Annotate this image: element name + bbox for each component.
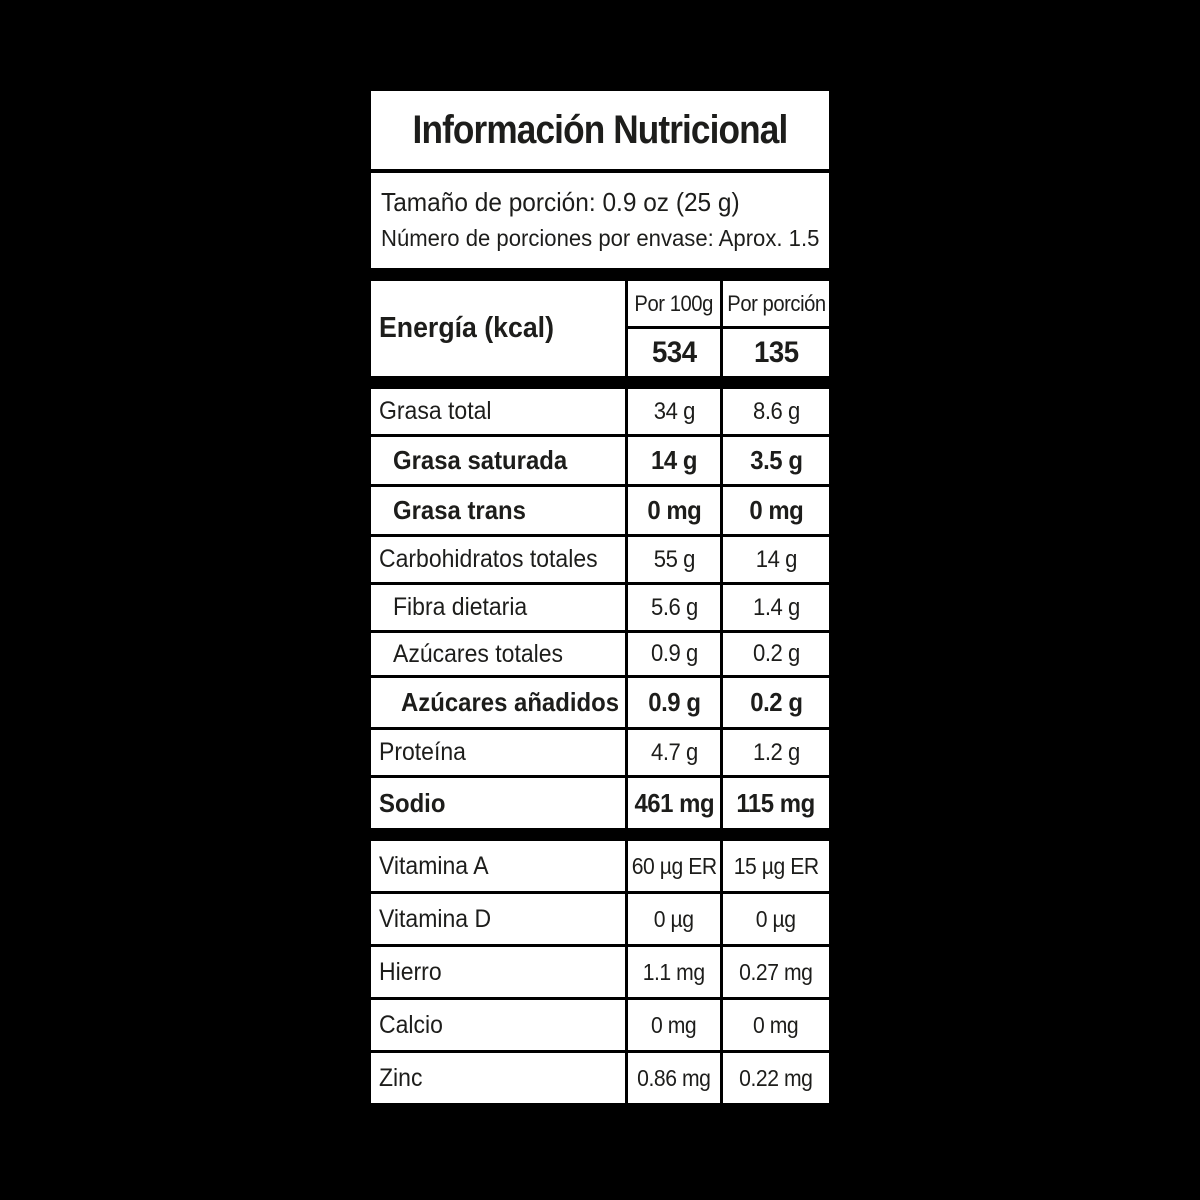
nutrient-value-per-portion: 0.2 g	[723, 678, 829, 727]
nutrient-label: Grasa saturada	[371, 437, 625, 484]
micronutrient-value-per-100g: 0 µg	[628, 894, 720, 944]
serving-size-text: Tamaño de porción: 0.9 oz (25 g)	[381, 187, 740, 217]
micronutrient-label: Hierro	[371, 947, 625, 997]
energy-value-per-100g: 534	[628, 329, 720, 376]
nutrient-label: Carbohidratos totales	[371, 537, 625, 582]
nutrient-value-per-portion: 0.2 g	[723, 633, 829, 675]
nutrient-value-per-100g: 34 g	[628, 389, 720, 434]
nutrient-value-per-100g: 4.7 g	[628, 730, 720, 775]
energy-value-per-portion: 135	[723, 329, 829, 376]
nutrient-label: Azúcares totales	[371, 633, 625, 675]
nutrition-label-title: Información Nutricional	[412, 107, 789, 152]
nutrient-value-per-portion: 3.5 g	[723, 437, 829, 484]
nutrition-label: Información Nutricional Tamaño de porció…	[366, 86, 834, 1108]
nutrient-value-per-100g: 5.6 g	[628, 585, 720, 630]
serving-info-box: Tamaño de porción: 0.9 oz (25 g) Número …	[371, 173, 829, 268]
column-header-per-100g: Por 100g	[628, 281, 720, 326]
micronutrient-value-per-portion: 15 µg ER	[723, 841, 829, 891]
energy-label-cell: Energía (kcal)	[371, 281, 625, 376]
micronutrient-value-per-portion: 0 µg	[723, 894, 829, 944]
nutrient-label: Fibra dietaria	[371, 585, 625, 630]
nutrient-label: Sodio	[371, 778, 625, 828]
micronutrient-label: Zinc	[371, 1053, 625, 1103]
micronutrient-label: Calcio	[371, 1000, 625, 1050]
micronutrient-value-per-100g: 0.86 mg	[628, 1053, 720, 1103]
micronutrient-value-per-100g: 1.1 mg	[628, 947, 720, 997]
nutrient-value-per-100g: 461 mg	[628, 778, 720, 828]
micronutrient-label: Vitamina D	[371, 894, 625, 944]
nutrient-value-per-100g: 55 g	[628, 537, 720, 582]
nutrient-value-per-100g: 0.9 g	[628, 678, 720, 727]
nutrients-section: Grasa total 34 g 8.6 g Grasa saturada 14…	[371, 389, 829, 828]
servings-per-container-text: Número de porciones por envase: Aprox. 1…	[381, 225, 820, 251]
nutrient-value-per-100g: 14 g	[628, 437, 720, 484]
micronutrient-value-per-100g: 60 µg ER	[628, 841, 720, 891]
nutrient-value-per-portion: 0 mg	[723, 487, 829, 534]
micronutrient-value-per-portion: 0.22 mg	[723, 1053, 829, 1103]
micronutrient-value-per-portion: 0 mg	[723, 1000, 829, 1050]
micronutrient-label: Vitamina A	[371, 841, 625, 891]
micronutrient-value-per-portion: 0.27 mg	[723, 947, 829, 997]
energy-section: Energía (kcal) Por 100g Por porción 534 …	[371, 281, 829, 376]
nutrient-value-per-portion: 115 mg	[723, 778, 829, 828]
nutrient-label: Azúcares añadidos	[371, 678, 625, 727]
nutrient-label: Grasa trans	[371, 487, 625, 534]
micronutrient-value-per-100g: 0 mg	[628, 1000, 720, 1050]
nutrition-label-title-box: Información Nutricional	[371, 91, 829, 169]
nutrient-value-per-100g: 0.9 g	[628, 633, 720, 675]
nutrient-label: Grasa total	[371, 389, 625, 434]
micronutrients-section: Vitamina A 60 µg ER 15 µg ER Vitamina D …	[371, 841, 829, 1103]
nutrient-value-per-portion: 1.4 g	[723, 585, 829, 630]
column-header-per-portion: Por porción	[723, 281, 829, 326]
nutrient-value-per-100g: 0 mg	[628, 487, 720, 534]
nutrient-value-per-portion: 1.2 g	[723, 730, 829, 775]
nutrient-value-per-portion: 8.6 g	[723, 389, 829, 434]
nutrient-value-per-portion: 14 g	[723, 537, 829, 582]
nutrient-label: Proteína	[371, 730, 625, 775]
